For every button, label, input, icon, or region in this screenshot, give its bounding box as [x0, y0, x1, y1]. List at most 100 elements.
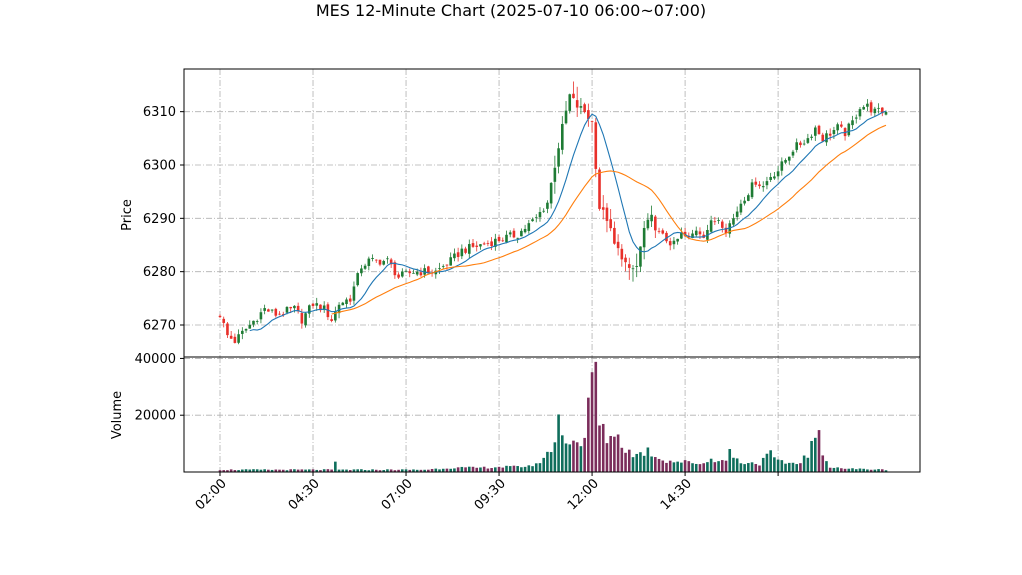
volume-bar-150 [776, 459, 780, 472]
candle-body-173 [862, 107, 865, 110]
volume-bar-35 [348, 470, 352, 472]
candle-body-154 [791, 151, 795, 156]
price-tick-label-6300: 6300 [143, 159, 176, 174]
volume-bar-115 [646, 447, 650, 472]
candle-body-10 [255, 321, 259, 322]
candle-body-115 [646, 219, 650, 229]
candle-body-46 [389, 259, 393, 265]
candle-body-31 [334, 311, 337, 321]
candle-body-64 [456, 252, 460, 257]
volume-bar-53 [415, 469, 419, 472]
candle-body-109 [624, 257, 627, 263]
candle-body-81 [520, 230, 523, 237]
price-axis-label: Price [120, 199, 135, 231]
volume-bar-103 [601, 423, 605, 472]
candle-body-74 [494, 238, 497, 247]
volume-bar-145 [758, 465, 761, 472]
volume-bar-57 [430, 468, 434, 472]
candle-body-160 [814, 127, 817, 136]
volume-panel: 20000 40000 [135, 352, 921, 473]
volume-bar-55 [423, 469, 426, 472]
volume-bar-178 [880, 469, 884, 472]
candle-body-149 [773, 176, 776, 179]
volume-bar-49 [401, 469, 404, 472]
volume-bar-17 [281, 469, 285, 472]
volume-bar-166 [836, 467, 839, 472]
volume-bar-11 [259, 469, 263, 472]
candle-body-13 [267, 309, 270, 312]
volume-bar-31 [334, 461, 337, 472]
volume-bar-48 [397, 469, 400, 472]
volume-bar-63 [453, 468, 456, 472]
volume-bar-111 [631, 457, 635, 472]
volume-bar-45 [386, 469, 389, 472]
candle-body-24 [307, 305, 311, 314]
volume-bar-170 [851, 468, 854, 472]
volume-bar-5 [237, 470, 240, 472]
candle-body-138 [732, 218, 735, 225]
volume-bar-176 [873, 469, 877, 472]
volume-bar-126 [687, 461, 691, 472]
volume-bar-82 [523, 466, 527, 472]
candle-body-69 [475, 245, 479, 247]
candle-body-129 [698, 231, 702, 235]
candle-body-145 [758, 184, 761, 187]
volume-bar-114 [642, 455, 646, 472]
candle-body-171 [854, 117, 858, 119]
volume-bar-18 [285, 470, 289, 472]
volume-bar-136 [724, 460, 728, 472]
candle-body-67 [467, 244, 471, 254]
candle-body-161 [817, 125, 821, 135]
candle-body-36 [352, 286, 356, 301]
volume-bar-64 [456, 467, 460, 472]
volume-bar-129 [698, 464, 702, 472]
candle-body-33 [341, 302, 345, 306]
volume-bar-92 [560, 435, 564, 472]
candle-body-50 [404, 270, 408, 272]
volume-bar-51 [408, 469, 412, 472]
volume-bar-75 [497, 466, 501, 472]
candle-body-166 [836, 124, 839, 131]
candle-body-151 [780, 161, 784, 171]
volume-bar-19 [289, 469, 292, 472]
volume-bar-171 [854, 469, 858, 472]
volume-bar-56 [427, 469, 430, 472]
volume-bar-25 [311, 469, 315, 472]
volume-bar-162 [821, 455, 825, 472]
candle-body-144 [754, 181, 758, 185]
volume-bar-99 [587, 397, 590, 472]
volume-bar-68 [471, 466, 475, 472]
candle-body-88 [546, 202, 549, 209]
volume-bar-155 [795, 464, 799, 472]
volume-bar-106 [613, 436, 616, 472]
moving-average-line-0 [249, 110, 887, 332]
volume-bar-69 [475, 467, 479, 472]
volume-bar-122 [672, 462, 676, 472]
volume-bar-36 [352, 469, 356, 472]
volume-bar-93 [564, 443, 568, 472]
volume-bar-167 [840, 468, 843, 472]
volume-bar-149 [773, 457, 776, 472]
volume-bar-54 [419, 469, 423, 472]
volume-bar-37 [356, 469, 359, 472]
candle-body-66 [464, 248, 467, 253]
candle-body-7 [244, 328, 248, 331]
volume-bar-22 [300, 469, 304, 472]
volume-bar-1 [222, 470, 226, 472]
volume-bar-152 [784, 463, 787, 472]
candle-body-79 [512, 230, 516, 238]
candle-body-43 [378, 259, 382, 265]
candle-body-128 [694, 230, 698, 236]
volume-bar-9 [252, 469, 255, 472]
volume-bar-27 [319, 470, 322, 472]
price-tick-label-6310: 6310 [143, 105, 176, 120]
volume-bar-139 [735, 458, 739, 472]
candle-body-121 [668, 241, 672, 246]
candle-body-44 [382, 261, 386, 265]
candle-body-134 [717, 220, 720, 222]
volume-bar-96 [575, 442, 579, 472]
candle-body-164 [828, 133, 832, 136]
candle-body-52 [412, 272, 415, 274]
candle-body-78 [508, 232, 512, 235]
